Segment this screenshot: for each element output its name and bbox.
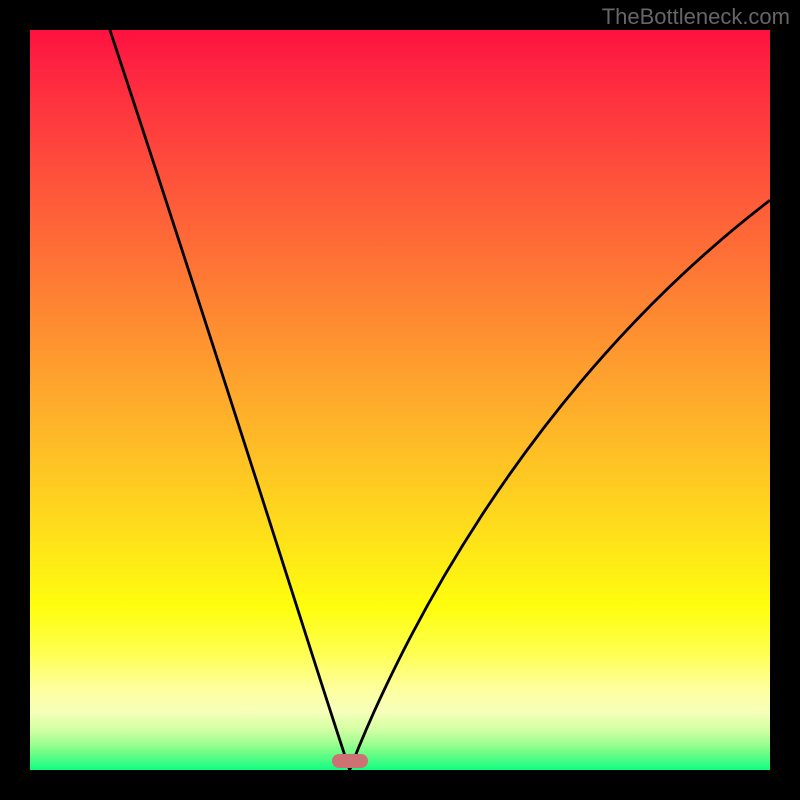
plot-area [30,30,770,770]
bottleneck-chart [0,0,800,800]
bottleneck-curve [110,30,770,770]
curve-layer [30,30,770,770]
optimal-point-marker [332,754,368,768]
watermark-text: TheBottleneck.com [602,4,790,30]
